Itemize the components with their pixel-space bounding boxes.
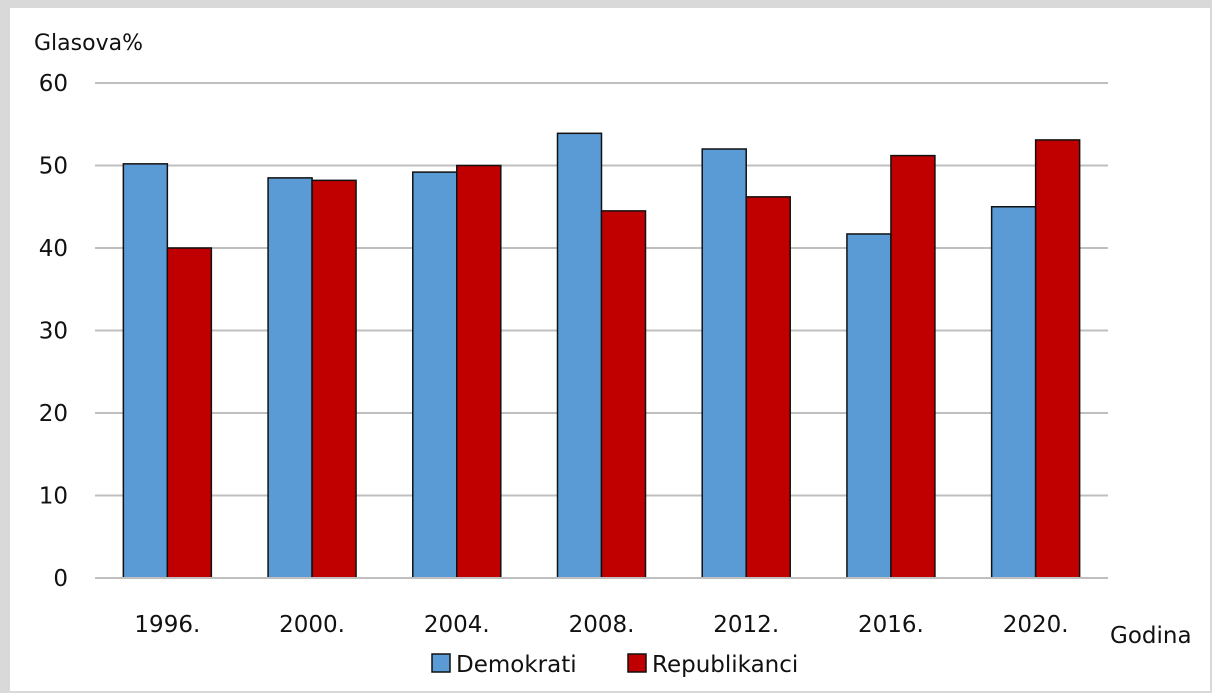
y-tick-label: 0 bbox=[53, 566, 68, 592]
x-tick-label: 2020. bbox=[1003, 612, 1069, 638]
y-axis-label: Glasova% bbox=[34, 31, 143, 56]
y-tick-label: 30 bbox=[39, 319, 68, 345]
x-axis-label: Godina bbox=[1110, 623, 1192, 649]
legend-label: Republikanci bbox=[652, 652, 798, 678]
bar-demokrati bbox=[267, 177, 313, 579]
legend-swatch bbox=[627, 653, 647, 673]
bar-demokrati bbox=[990, 206, 1037, 579]
gridlines bbox=[95, 82, 1108, 497]
legend-swatch bbox=[431, 653, 451, 673]
legend-label: Demokrati bbox=[456, 652, 577, 678]
bar-demokrati bbox=[122, 163, 169, 579]
bar-demokrati bbox=[846, 233, 892, 579]
y-tick-label: 10 bbox=[39, 484, 68, 510]
bar-republikanci bbox=[890, 154, 936, 579]
legend: Demokrati Republikanci bbox=[431, 652, 798, 678]
x-tick-label: 1996. bbox=[134, 612, 200, 638]
y-tick-label: 60 bbox=[39, 71, 68, 97]
bar-demokrati bbox=[412, 171, 458, 579]
bar-republikanci bbox=[166, 247, 213, 579]
x-tick-label: 2008. bbox=[569, 612, 635, 638]
bar-republikanci bbox=[456, 164, 502, 579]
x-tick-label: 2004. bbox=[424, 612, 490, 638]
bar-demokrati bbox=[556, 132, 603, 579]
bar-republikanci bbox=[1034, 139, 1081, 579]
x-tick-label: 2016. bbox=[858, 612, 924, 638]
x-tick-label: 2000. bbox=[279, 612, 345, 638]
y-tick-label: 40 bbox=[39, 236, 68, 262]
x-tick-labels: 1996. 2000. 2004. 2008. 2012. 2016. 2020. bbox=[134, 612, 1068, 638]
bar-republikanci bbox=[745, 196, 791, 579]
bar-republikanci bbox=[600, 210, 647, 579]
bars bbox=[122, 132, 1081, 579]
bar-republikanci bbox=[311, 179, 357, 579]
bar-demokrati bbox=[701, 148, 747, 579]
y-tick-label: 50 bbox=[39, 154, 68, 180]
y-tick-labels: 0 10 20 30 40 50 60 bbox=[39, 71, 68, 592]
x-tick-label: 2012. bbox=[713, 612, 779, 638]
y-tick-label: 20 bbox=[39, 401, 68, 427]
